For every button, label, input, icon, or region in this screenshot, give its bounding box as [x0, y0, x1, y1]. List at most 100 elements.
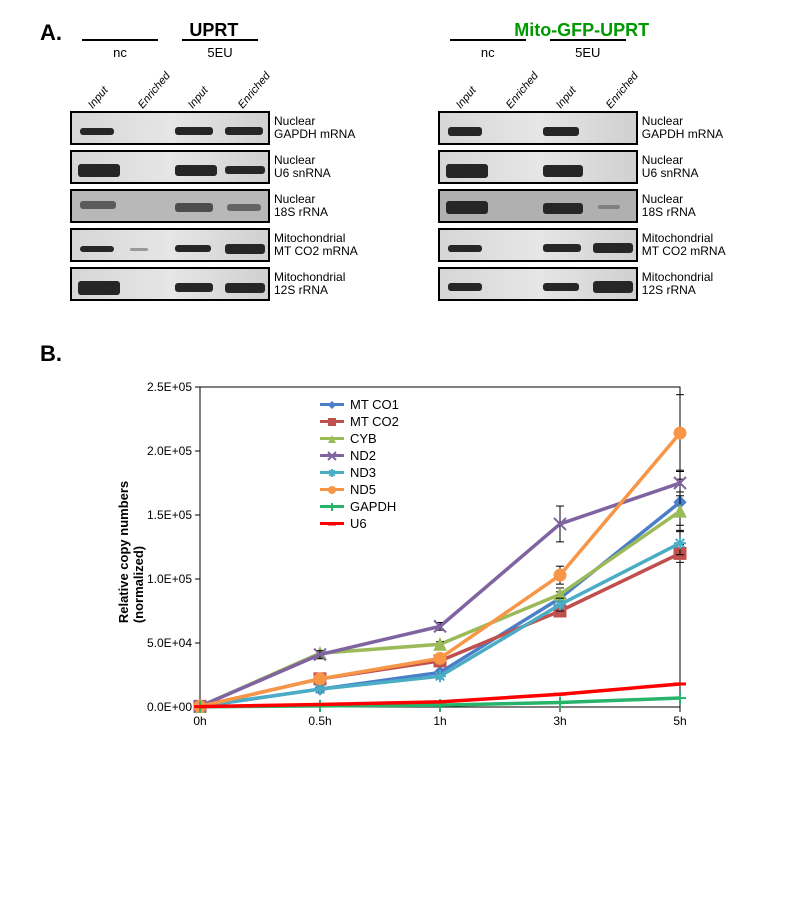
legend-label: MT CO1	[350, 397, 399, 412]
gel-band	[78, 164, 120, 177]
gel-band	[80, 128, 114, 135]
lane-label: Enriched	[136, 70, 173, 111]
gel-row-label: MitochondrialMT CO2 mRNA	[274, 228, 358, 262]
legend-item: ND3	[320, 465, 399, 480]
gel-band	[130, 248, 148, 251]
gel-box	[70, 189, 270, 223]
gel-band	[227, 204, 261, 211]
lane-label: Input	[554, 85, 579, 111]
svg-text:3h: 3h	[553, 714, 566, 728]
legend-label: ND5	[350, 482, 376, 497]
legend-label: MT CO2	[350, 414, 399, 429]
gel-row-label: Mitochondrial12S rRNA	[274, 267, 358, 301]
gel-row-label: NuclearGAPDH mRNA	[642, 111, 726, 145]
svg-text:5.0E+04: 5.0E+04	[147, 636, 192, 650]
gel-band	[543, 283, 579, 291]
legend-swatch	[320, 437, 344, 440]
lane-label-cell: Enriched	[220, 65, 270, 111]
panel-a-container: A. UPRTnc5EUInputEnrichedInputEnrichedNu…	[40, 20, 760, 341]
lane-label-cell: Enriched	[588, 65, 638, 111]
gel-band	[175, 127, 213, 135]
line-chart: 0.0E+005.0E+041.0E+051.5E+052.0E+052.5E+…	[100, 367, 700, 747]
gel-band	[225, 166, 265, 174]
legend-swatch	[320, 522, 344, 525]
svg-text:0h: 0h	[193, 714, 206, 728]
gel-band	[448, 245, 482, 252]
gel-row-label: NuclearGAPDH mRNA	[274, 111, 358, 145]
lane-label: Input	[186, 85, 211, 111]
gel-band	[598, 205, 620, 209]
legend-item: ND2	[320, 448, 399, 463]
gel-col	[70, 111, 270, 301]
gel-band	[446, 201, 488, 214]
gel-group-title: Mito-GFP-UPRT	[438, 20, 726, 41]
legend-swatch	[320, 471, 344, 474]
legend: MT CO1 MT CO2 CYB ND2 ND3 ND5 GAPDH U6	[320, 397, 399, 533]
lane-label: Input	[86, 85, 111, 111]
row-label-col: NuclearGAPDH mRNANuclearU6 snRNANuclear1…	[274, 111, 358, 301]
legend-item: ND5	[320, 482, 399, 497]
gel-band	[175, 203, 213, 212]
svg-text:0.5h: 0.5h	[308, 714, 331, 728]
legend-label: ND2	[350, 448, 376, 463]
svg-text:2.5E+05: 2.5E+05	[147, 380, 192, 394]
condition-label: nc	[438, 45, 538, 63]
lane-label: Enriched	[604, 70, 641, 111]
lane-label: Input	[454, 85, 479, 111]
gel-band	[175, 165, 217, 176]
gel-band	[543, 165, 583, 177]
condition-label: 5EU	[538, 45, 638, 63]
gel-band	[78, 281, 120, 295]
gel-band	[543, 203, 583, 214]
lane-label-cell: Input	[170, 65, 220, 111]
lane-labels: Input Enriched Input Enriched	[70, 65, 358, 111]
condition-label: 5EU	[170, 45, 270, 63]
legend-item: U6	[320, 516, 399, 531]
gel-box	[438, 228, 638, 262]
lane-label-cell: Input	[438, 65, 488, 111]
legend-swatch	[320, 454, 344, 457]
svg-text:2.0E+05: 2.0E+05	[147, 444, 192, 458]
gel-col	[438, 111, 638, 301]
legend-label: CYB	[350, 431, 377, 446]
gel-box	[438, 150, 638, 184]
gel-group: Mito-GFP-UPRT nc5EU Input Enriched Input Enri…	[438, 20, 726, 301]
lane-labels: Input Enriched Input Enriched	[438, 65, 726, 111]
gel-band	[446, 164, 488, 178]
gel-group: UPRTnc5EUInputEnrichedInputEnrichedNucle…	[70, 20, 358, 301]
panel-a-label: A.	[40, 20, 62, 46]
gel-band	[225, 127, 263, 135]
legend-swatch	[320, 420, 344, 423]
panel-b-label: B.	[40, 341, 62, 367]
gel-band	[225, 244, 265, 254]
gel-row-label: NuclearU6 snRNA	[642, 150, 726, 184]
lane-label-cell: Enriched	[120, 65, 170, 111]
svg-text:1.0E+05: 1.0E+05	[147, 572, 192, 586]
gel-box	[438, 267, 638, 301]
svg-text:1.5E+05: 1.5E+05	[147, 508, 192, 522]
condition-label: nc	[70, 45, 170, 63]
lane-label-cell: Input	[538, 65, 588, 111]
gel-band	[593, 281, 633, 293]
gel-band	[175, 283, 213, 292]
chart-wrap: 0.0E+005.0E+041.0E+051.5E+052.0E+052.5E+…	[100, 367, 700, 747]
gel-band	[543, 244, 581, 252]
gel-group-title: UPRT	[70, 20, 358, 41]
condition-row: nc5EU	[70, 45, 358, 63]
row-label-col: NuclearGAPDH mRNA NuclearU6 snRNA Nuclear1…	[642, 111, 726, 301]
gel-band	[543, 127, 579, 136]
legend-label: U6	[350, 516, 367, 531]
panel-b-container: B. 0.0E+005.0E+041.0E+051.5E+052.0E+052.…	[40, 341, 760, 747]
legend-label: GAPDH	[350, 499, 396, 514]
gel-rows: NuclearGAPDH mRNA NuclearU6 snRNA Nuclear1…	[438, 111, 726, 301]
gel-row-label: Nuclear18S rRNA	[642, 189, 726, 223]
gel-band	[448, 127, 482, 136]
gel-box	[70, 111, 270, 145]
gel-box	[438, 189, 638, 223]
y-axis-label: Relative copy numbers(normalized)	[116, 481, 146, 623]
legend-item: CYB	[320, 431, 399, 446]
lane-label-cell: Input	[70, 65, 120, 111]
gel-row-label: NuclearU6 snRNA	[274, 150, 358, 184]
gel-band	[175, 245, 211, 252]
lane-label-cell: Enriched	[488, 65, 538, 111]
